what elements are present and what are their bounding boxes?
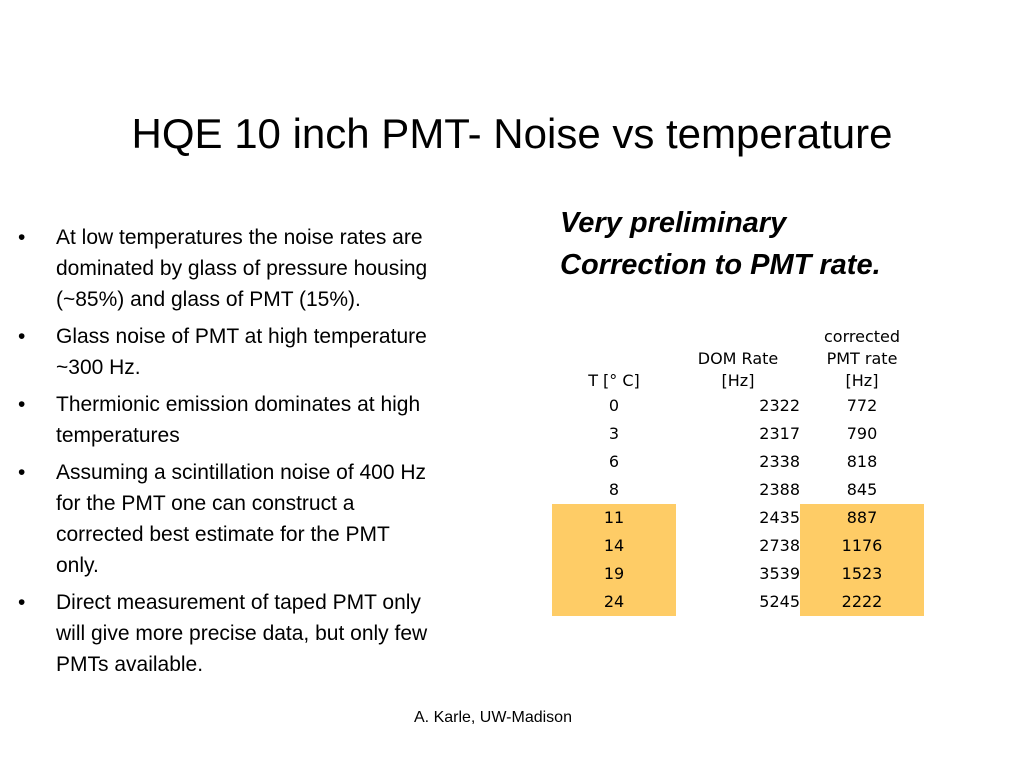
table-row: 3 2317 790 <box>552 420 924 448</box>
noise-rate-table: T [° C] DOM Rate [Hz] corrected PMT rate… <box>552 316 924 616</box>
header-corrected-line-1: corrected <box>823 327 901 346</box>
header-temperature: T [° C] <box>552 316 676 392</box>
cell-dom-rate: 2435 <box>759 508 800 527</box>
cell-pmt-rate: 845 <box>846 480 878 499</box>
table-subtitle: Very preliminary Correction to PMT rate. <box>560 202 1000 286</box>
bullet-item: Assuming a scintillation noise of 400 Hz… <box>18 457 428 581</box>
header-dom-rate-line-2: [Hz] <box>721 371 755 390</box>
bullet-list: At low temperatures the noise rates are … <box>18 222 428 686</box>
cell-pmt-rate: 772 <box>846 396 878 415</box>
cell-temperature: 19 <box>552 560 676 588</box>
header-corrected-line-2: PMT rate <box>826 349 898 368</box>
cell-temperature: 11 <box>552 504 676 532</box>
table-row: 14 2738 1176 <box>552 532 924 560</box>
cell-dom-rate: 2322 <box>759 396 800 415</box>
header-dom-rate: DOM Rate [Hz] <box>676 316 800 392</box>
header-dom-rate-line-1: DOM Rate <box>697 349 779 368</box>
author-credit: A. Karle, UW-Madison <box>414 709 572 726</box>
bullet-item: Direct measurement of taped PMT only wil… <box>18 587 428 680</box>
header-corrected-pmt-rate: corrected PMT rate [Hz] <box>800 316 924 392</box>
table-row: 6 2338 818 <box>552 448 924 476</box>
cell-temperature: 8 <box>608 480 620 499</box>
header-temperature-label: T [° C] <box>588 371 640 390</box>
cell-pmt-rate: 790 <box>846 424 878 443</box>
table-row: 24 5245 2222 <box>552 588 924 616</box>
cell-dom-rate: 2338 <box>759 452 800 471</box>
subtitle-line-1: Very preliminary <box>560 207 787 239</box>
subtitle-line-2: Correction to PMT rate. <box>560 249 881 281</box>
header-corrected-line-3: [Hz] <box>845 371 879 390</box>
cell-dom-rate: 2738 <box>759 536 800 555</box>
bullet-item: At low temperatures the noise rates are … <box>18 222 428 315</box>
cell-pmt-rate: 818 <box>846 452 878 471</box>
slide-title: HQE 10 inch PMT- Noise vs temperature <box>131 110 893 157</box>
cell-dom-rate: 2317 <box>759 424 800 443</box>
cell-pmt-rate: 1176 <box>800 532 924 560</box>
cell-dom-rate: 3539 <box>759 564 800 583</box>
table-row: 0 2322 772 <box>552 392 924 420</box>
table-row: 11 2435 887 <box>552 504 924 532</box>
cell-pmt-rate: 2222 <box>800 588 924 616</box>
bullet-item: Glass noise of PMT at high temperature ~… <box>18 321 428 383</box>
cell-temperature: 0 <box>608 396 620 415</box>
bullet-item: Thermionic emission dominates at high te… <box>18 389 428 451</box>
table-row: 19 3539 1523 <box>552 560 924 588</box>
cell-temperature: 6 <box>608 452 620 471</box>
cell-dom-rate: 5245 <box>759 592 800 611</box>
table-row: 8 2388 845 <box>552 476 924 504</box>
cell-pmt-rate: 887 <box>800 504 924 532</box>
cell-dom-rate: 2388 <box>759 480 800 499</box>
table-header-row: T [° C] DOM Rate [Hz] corrected PMT rate… <box>552 316 924 392</box>
cell-temperature: 14 <box>552 532 676 560</box>
cell-pmt-rate: 1523 <box>800 560 924 588</box>
cell-temperature: 3 <box>608 424 620 443</box>
cell-temperature: 24 <box>552 588 676 616</box>
